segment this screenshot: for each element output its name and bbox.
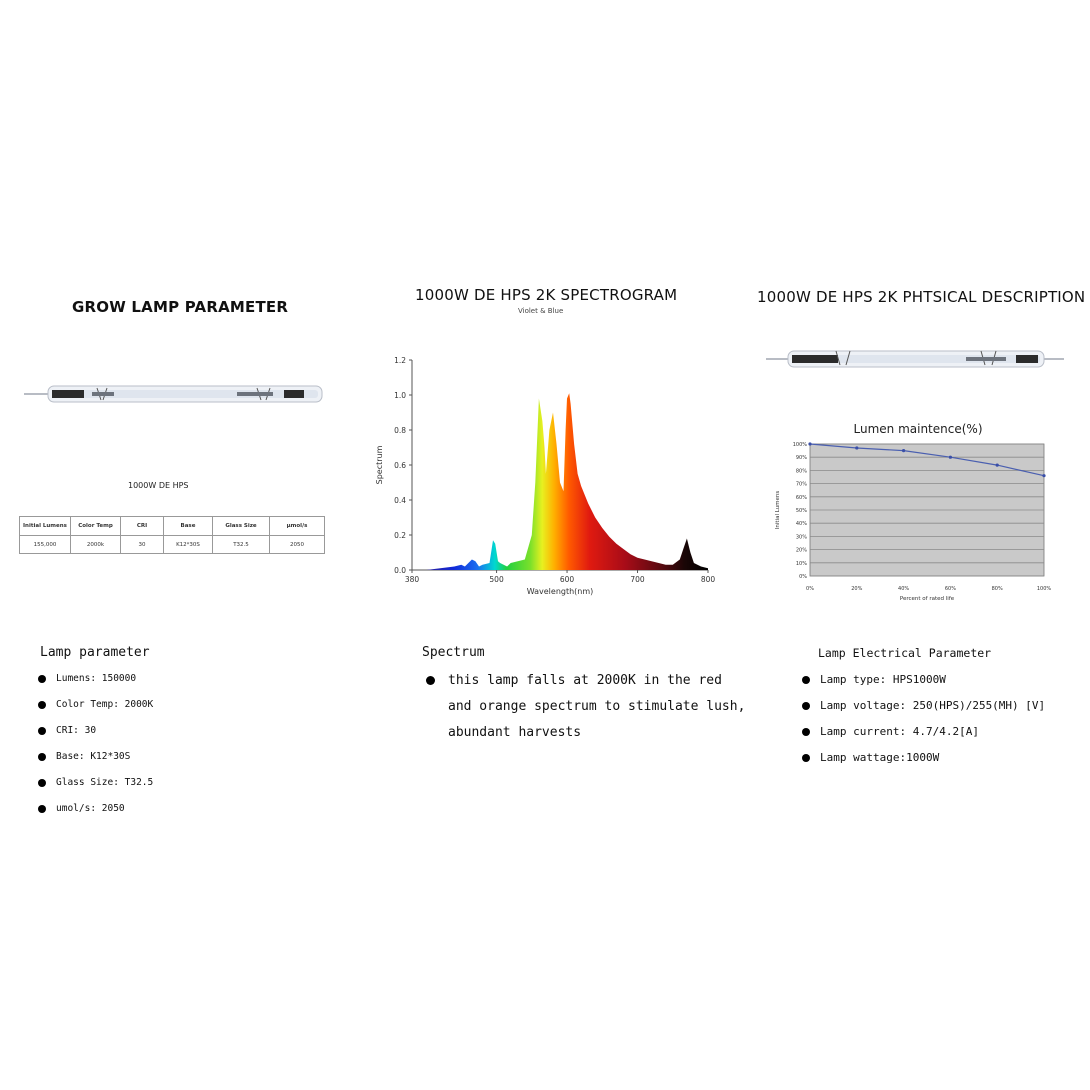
grow-lamp-title: GROW LAMP PARAMETER [72,298,289,316]
y-tick-label: 20% [796,548,807,554]
list-item: Lamp voltage: 250(HPS)/255(MH) [V] [802,693,1045,719]
bullet-icon [38,779,46,787]
x-tick-label: 800 [701,575,715,584]
bullet-icon [802,676,810,684]
y-tick-label: 60% [796,495,807,501]
chart-title: Lumen maintence(%) [854,422,983,436]
table-cell: 2050 [269,535,325,554]
list-item: Lamp current: 4.7/4.2[A] [802,719,1045,745]
table-header: Color Temp [70,516,121,536]
bullet-icon [802,754,810,762]
x-tick-label: 20% [851,586,862,592]
x-tick-label: 100% [1037,586,1052,592]
data-point [855,446,859,450]
list-item: Lamp wattage:1000W [802,745,1045,771]
table-header: Glass Size [212,516,270,536]
table-cell: K12*30S [163,535,213,554]
y-tick-label: 10% [796,561,807,567]
bullet-icon [802,702,810,710]
y-tick-label: 100% [793,442,808,448]
list-item: CRI: 30 [38,718,153,744]
spectrum-line: this lamp falls at 2000K in the red [448,673,722,688]
bullet-icon [38,701,46,709]
data-point [1042,474,1046,478]
table-header: Initial Lumens [19,516,71,536]
lumen-chart: Lumen maintence(%) 0% 10% 20% 30% 40% 50% 60% 7… [775,422,1052,602]
list-item: Base: K12*30S [38,744,153,770]
x-axis-label: Percent of rated life [900,596,955,602]
electrical-parameter-list: Lamp type: HPS1000W Lamp voltage: 250(HP… [802,667,1045,771]
x-axis-label: Wavelength(nm) [527,587,594,596]
y-tick-label: 30% [796,534,807,540]
spectrum-heading: Spectrum [422,645,485,660]
spectrum-line: and orange spectrum to stimulate lush, [448,699,746,714]
y-tick-label: 50% [796,508,807,514]
list-item: umol/s: 2050 [38,796,153,822]
y-tick-label: 90% [796,455,807,461]
bullet-icon [38,753,46,761]
data-point [948,455,952,459]
x-tick-label: 500 [489,575,504,584]
spectrum-area [412,393,708,570]
spectrum-description: this lamp falls at 2000K in the red and … [424,668,784,746]
y-tick-label: 80% [796,468,807,474]
x-tick-label: 80% [992,586,1003,592]
y-tick-label: 70% [796,482,807,488]
physical-description-title: 1000W DE HPS 2K PHTSICAL DESCRIPTION [757,288,1086,306]
y-tick-label: 0.0 [394,566,406,575]
lamp-parameter-list: Lumens: 150000 Color Temp: 2000K CRI: 30… [38,666,153,822]
spectrum-chart: 0.0 0.2 0.4 0.6 0.8 1.0 1.2 380 500 600 700 800 Wav… [375,356,715,596]
y-tick-label: 1.2 [394,356,406,365]
table-header: μmol/s [269,516,325,536]
table-cell: 30 [120,535,164,554]
bullet-icon [802,728,810,736]
spectrum-line: abundant harvests [448,725,582,740]
spectrogram-title: 1000W DE HPS 2K SPECTROGRAM [415,286,678,304]
data-point [902,449,906,453]
y-axis-label: Initial Lumens [775,491,781,530]
x-tick-label: 40% [898,586,909,592]
data-point [808,442,812,446]
x-tick-label: 60% [945,586,956,592]
table-header: CRI [120,516,164,536]
x-tick-label: 600 [560,575,575,584]
y-tick-label: 1.0 [394,391,406,400]
list-item: Glass Size: T32.5 [38,770,153,796]
spectrogram-subtitle: Violet & Blue [518,307,564,315]
lamp-caption: 1000W DE HPS [128,481,189,490]
y-tick-label: 0.4 [394,496,406,505]
table-cell: 155,000 [19,535,71,554]
x-tick-label: 700 [630,575,645,584]
table-cell: 2000k [70,535,121,554]
list-item: Lamp type: HPS1000W [802,667,1045,693]
list-item: Lumens: 150000 [38,666,153,692]
lamp-image-left [24,385,323,403]
bullet-icon [38,805,46,813]
lumen-line [809,443,1045,477]
bullet-icon [426,676,435,685]
table-cell: T32.5 [212,535,270,554]
lamp-parameter-heading: Lamp parameter [40,645,150,660]
y-tick-label: 0% [799,574,807,580]
x-tick-label: 380 [405,575,420,584]
table-header: Base [163,516,213,536]
electrical-parameter-heading: Lamp Electrical Parameter [818,646,992,660]
list-item: Color Temp: 2000K [38,692,153,718]
y-tick-label: 0.6 [394,461,406,470]
y-tick-label: 0.8 [394,426,406,435]
y-tick-label: 0.2 [394,531,406,540]
y-axis-label: Spectrum [375,445,384,484]
x-tick-label: 0% [806,586,814,592]
bullet-icon [38,675,46,683]
parameter-table: Initial Lumens Color Temp CRI Base Glass… [19,516,325,554]
lamp-image-right [766,350,1064,368]
bullet-icon [38,727,46,735]
data-point [995,463,999,467]
y-tick-label: 40% [796,521,807,527]
